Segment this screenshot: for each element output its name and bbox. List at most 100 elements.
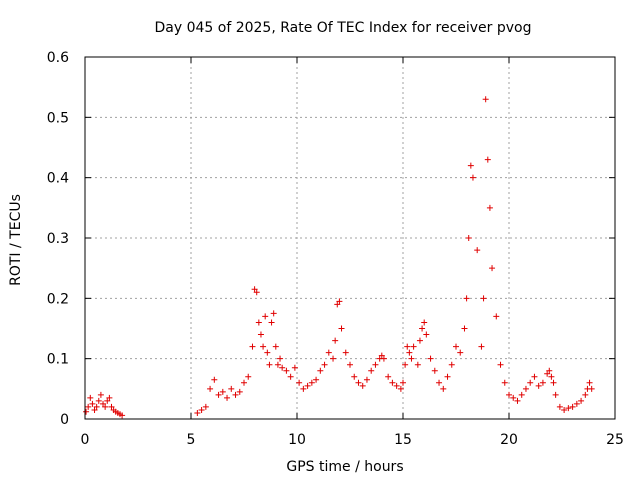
data-point bbox=[419, 325, 426, 332]
data-point bbox=[296, 379, 303, 386]
data-point bbox=[89, 400, 96, 407]
data-point bbox=[378, 352, 385, 359]
data-point bbox=[400, 379, 406, 386]
x-tick-label: 5 bbox=[187, 432, 196, 448]
data-point bbox=[194, 409, 201, 416]
data-point bbox=[363, 376, 370, 383]
data-point bbox=[304, 382, 311, 389]
data-point bbox=[313, 376, 320, 383]
data-point bbox=[279, 364, 286, 371]
x-tick-label: 25 bbox=[606, 432, 624, 448]
y-axis-label: ROTI / TECUs bbox=[8, 194, 24, 286]
data-point bbox=[463, 295, 470, 302]
data-point bbox=[291, 364, 298, 371]
data-point bbox=[569, 403, 576, 410]
data-point bbox=[489, 265, 496, 272]
data-point bbox=[467, 162, 474, 169]
data-point bbox=[408, 355, 415, 362]
data-point bbox=[389, 379, 396, 386]
data-point bbox=[410, 343, 417, 350]
data-point bbox=[321, 361, 328, 368]
data-point bbox=[198, 406, 205, 413]
data-point bbox=[325, 349, 332, 356]
data-point bbox=[104, 397, 111, 404]
data-point bbox=[457, 349, 464, 356]
y-tick-label: 0.1 bbox=[47, 352, 69, 368]
data-point bbox=[380, 355, 387, 362]
data-point bbox=[453, 343, 459, 350]
data-point bbox=[478, 343, 485, 350]
data-point bbox=[474, 247, 481, 254]
data-point bbox=[277, 355, 284, 362]
data-point bbox=[514, 397, 521, 404]
data-point bbox=[393, 382, 400, 389]
data-point bbox=[95, 397, 102, 404]
data-point bbox=[334, 301, 341, 308]
data-point bbox=[550, 379, 557, 386]
data-point bbox=[440, 385, 447, 392]
data-point bbox=[506, 391, 512, 398]
data-point bbox=[469, 174, 476, 181]
data-point bbox=[236, 388, 243, 395]
data-points bbox=[83, 96, 595, 419]
data-point bbox=[268, 319, 275, 326]
data-point bbox=[266, 361, 273, 368]
data-point bbox=[219, 388, 226, 395]
data-point bbox=[283, 367, 290, 374]
y-tick-label: 0 bbox=[60, 412, 69, 428]
y-tick-label: 0.3 bbox=[47, 231, 69, 247]
data-point bbox=[548, 373, 555, 380]
data-point bbox=[397, 385, 404, 392]
data-point bbox=[253, 289, 260, 296]
data-point bbox=[270, 310, 277, 317]
data-point bbox=[539, 379, 546, 386]
data-point bbox=[264, 349, 271, 356]
data-point bbox=[556, 403, 563, 410]
data-point bbox=[355, 379, 362, 386]
data-point bbox=[482, 96, 489, 103]
y-tick-label: 0.2 bbox=[47, 291, 69, 307]
data-point bbox=[527, 379, 534, 386]
data-point bbox=[385, 373, 392, 380]
data-point bbox=[368, 367, 375, 374]
data-point bbox=[300, 385, 307, 392]
axis-ticks: 0 5 10 15 20 25 0 0.1 0.2 0.3 0.4 0.5 0.6 bbox=[47, 50, 624, 448]
data-point bbox=[93, 403, 100, 410]
data-point bbox=[106, 394, 113, 401]
data-point bbox=[211, 376, 218, 383]
data-point bbox=[510, 394, 517, 401]
data-point bbox=[330, 355, 337, 362]
data-point bbox=[588, 385, 595, 392]
y-tick-label: 0.6 bbox=[47, 50, 69, 66]
data-point bbox=[255, 319, 262, 326]
data-point bbox=[228, 385, 235, 392]
data-point bbox=[461, 325, 468, 332]
data-point bbox=[359, 382, 366, 389]
data-point bbox=[573, 400, 580, 407]
data-point bbox=[402, 361, 409, 368]
data-point bbox=[100, 400, 107, 407]
data-point bbox=[347, 361, 353, 368]
data-point bbox=[287, 373, 294, 380]
data-point bbox=[582, 391, 589, 398]
data-point bbox=[406, 349, 413, 356]
data-point bbox=[83, 408, 90, 415]
data-point bbox=[531, 373, 538, 380]
chart-title: Day 045 of 2025, Rate Of TEC Index for r… bbox=[155, 20, 532, 36]
data-point bbox=[414, 361, 421, 368]
x-tick-label: 15 bbox=[394, 432, 412, 448]
data-point bbox=[202, 403, 209, 410]
data-point bbox=[518, 391, 525, 398]
data-point bbox=[97, 391, 104, 398]
data-point bbox=[272, 343, 279, 350]
x-axis-label: GPS time / hours bbox=[286, 459, 403, 475]
data-point bbox=[436, 379, 443, 386]
data-point bbox=[448, 361, 455, 368]
data-point bbox=[465, 235, 472, 241]
data-point bbox=[85, 403, 92, 410]
x-tick-label: 10 bbox=[288, 432, 306, 448]
data-point bbox=[427, 355, 434, 362]
data-point bbox=[317, 367, 324, 374]
data-point bbox=[241, 379, 247, 386]
